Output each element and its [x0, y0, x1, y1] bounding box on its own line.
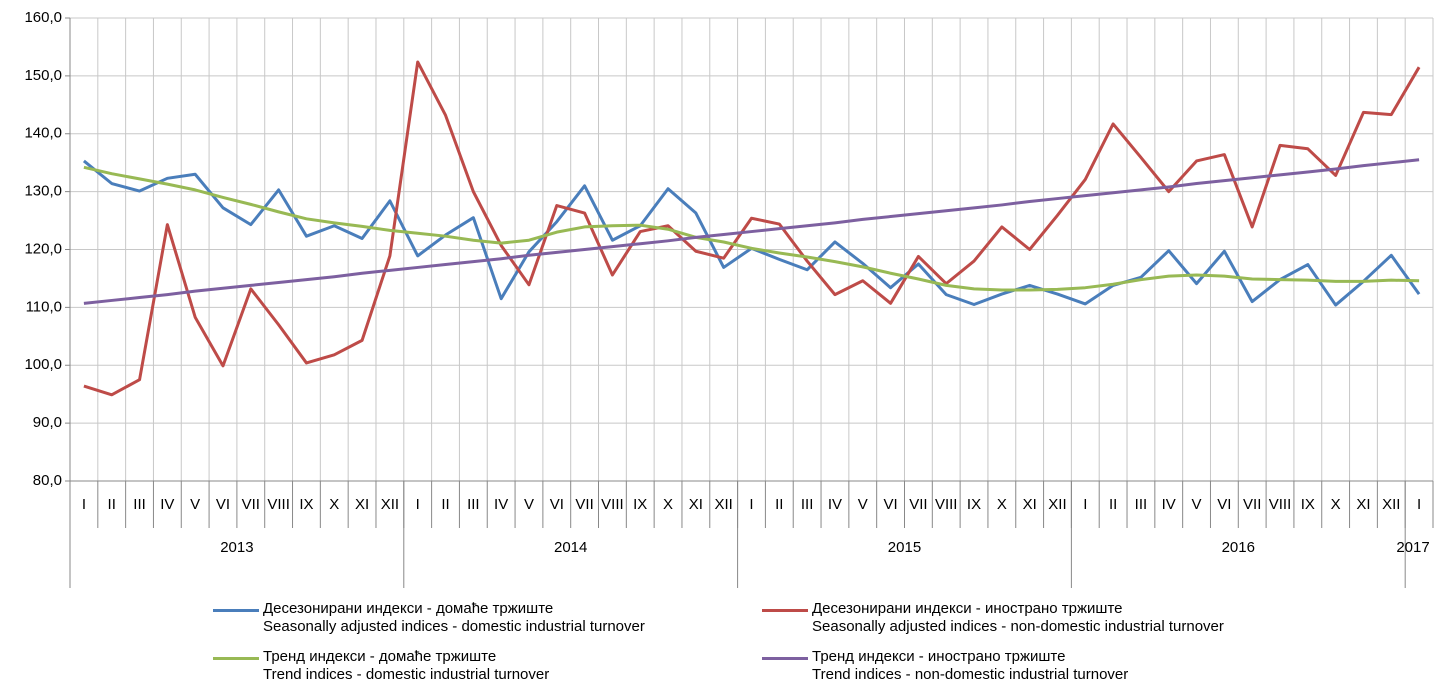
x-tick-label: XII: [715, 496, 733, 513]
year-label: 2017: [1396, 539, 1429, 556]
y-tick-label: 90,0: [33, 414, 62, 431]
x-tick-label: III: [467, 496, 480, 513]
x-tick-label: IV: [828, 496, 842, 513]
y-tick-label: 100,0: [24, 356, 62, 373]
x-tick-label: II: [775, 496, 783, 513]
x-tick-label: I: [416, 496, 420, 513]
x-tick-label: VIII: [935, 496, 958, 513]
y-tick-label: 140,0: [24, 125, 62, 142]
x-tick-label: IV: [494, 496, 508, 513]
x-tick-label: V: [524, 496, 534, 513]
x-tick-label: II: [1109, 496, 1117, 513]
x-tick-label: V: [858, 496, 868, 513]
x-tick-label: X: [997, 496, 1007, 513]
x-tick-label: I: [749, 496, 753, 513]
x-tick-label: V: [1192, 496, 1202, 513]
x-tick-label: VII: [575, 496, 593, 513]
year-label: 2016: [1222, 539, 1255, 556]
x-tick-label: VII: [242, 496, 260, 513]
x-tick-label: XII: [381, 496, 399, 513]
x-tick-label: IV: [1162, 496, 1176, 513]
legend-swatch: [762, 657, 808, 660]
y-tick-label: 110,0: [26, 298, 62, 315]
x-tick-label: IX: [299, 496, 313, 513]
y-tick-label: 120,0: [24, 240, 62, 257]
x-tick-label: VIII: [1269, 496, 1292, 513]
x-tick-label: VI: [1217, 496, 1231, 513]
legend-item: Десезонирани индекси - иностранo тржиште…: [762, 600, 1224, 636]
x-tick-label: VII: [909, 496, 927, 513]
series-line: [83, 165, 1420, 292]
chart: 80,0 90,0 100,0 110,0 120,0 130,0 140,0 150,0 16…: [24, 9, 1434, 588]
legend-item: Тренд индекси - домаће тржиште Trend ind…: [213, 648, 549, 684]
series-line: [83, 158, 1420, 305]
x-tick-label: III: [1135, 496, 1148, 513]
year-label: 2013: [220, 539, 253, 556]
legend-swatch: [213, 609, 259, 612]
legend-label: Десезонирани индекси - иностранo тржиште…: [812, 600, 1224, 635]
x-tick-label: VI: [216, 496, 230, 513]
x-tick-label: XI: [1356, 496, 1370, 513]
legend-label: Десезонирани индекси - домаће тржиште Se…: [263, 600, 645, 635]
x-tick-label: XI: [1023, 496, 1037, 513]
x-tick-label: I: [1083, 496, 1087, 513]
x-tick-label: II: [108, 496, 116, 513]
x-tick-label: XII: [1382, 496, 1400, 513]
x-tick-label: III: [801, 496, 814, 513]
x-tick-label: XI: [355, 496, 369, 513]
x-tick-label: I: [1417, 496, 1421, 513]
x-tick-label: X: [329, 496, 339, 513]
x-tick-label: X: [1331, 496, 1341, 513]
y-tick-label: 80,0: [33, 472, 62, 489]
x-tick-label: XII: [1048, 496, 1066, 513]
year-label: 2015: [888, 539, 921, 556]
y-tick-label: 130,0: [24, 183, 62, 200]
x-tick-label: VIII: [601, 496, 624, 513]
legend-swatch: [762, 609, 808, 612]
x-tick-label: XI: [689, 496, 703, 513]
x-tick-label: IV: [160, 496, 174, 513]
legend-label: Тренд индекси - домаће тржиште Trend ind…: [263, 648, 550, 683]
x-tick-label: V: [190, 496, 200, 513]
x-tick-label: II: [441, 496, 449, 513]
y-tick-label: 150,0: [24, 67, 62, 84]
legend-swatch: [213, 657, 259, 660]
x-tick-label: VI: [550, 496, 564, 513]
x-tick-label: X: [663, 496, 673, 513]
x-tick-label: I: [82, 496, 86, 513]
x-tick-label: VI: [883, 496, 897, 513]
legend: Десезонирани индекси - домаће тржиште Se…: [0, 592, 1435, 700]
x-tick-label: VIII: [267, 496, 290, 513]
legend-item: Десезонирани индекси - домаће тржиште Se…: [213, 600, 645, 636]
y-tick-label: 160,0: [24, 9, 62, 26]
legend-label: Тренд индекси - иностранo тржиште Trend …: [812, 648, 1129, 683]
x-tick-label: III: [133, 496, 146, 513]
x-tick-label: IX: [1301, 496, 1315, 513]
x-tick-label: IX: [967, 496, 981, 513]
series-line: [83, 60, 1421, 397]
x-tick-label: IX: [633, 496, 647, 513]
x-tick-label: VII: [1243, 496, 1261, 513]
legend-item: Тренд индекси - иностранo тржиште Trend …: [762, 648, 1128, 684]
year-label: 2014: [554, 539, 587, 556]
